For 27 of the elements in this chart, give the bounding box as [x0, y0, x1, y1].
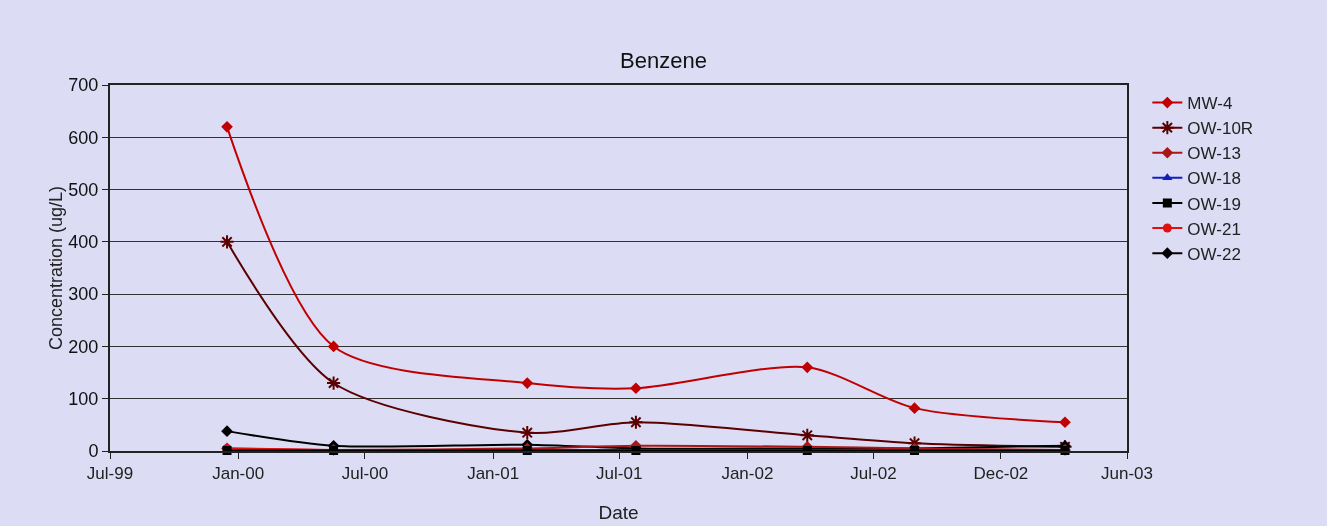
y-tick-label: 600: [68, 127, 99, 148]
x-tick-label: Jan-00: [212, 464, 265, 484]
y-axis-title: Concentration (ug/L): [46, 185, 67, 351]
y-tick-label: 0: [88, 441, 99, 462]
legend-label: OW-19: [1187, 194, 1241, 214]
legend-label: OW-13: [1187, 144, 1241, 164]
chart-title: Benzene: [620, 48, 707, 73]
y-tick-label: 200: [68, 336, 99, 357]
legend-label: OW-21: [1187, 219, 1241, 239]
x-tick-label: Jul-00: [341, 464, 389, 484]
y-tick-label: 100: [68, 389, 99, 410]
y-tick-label: 700: [68, 75, 99, 96]
legend-label: MW-4: [1187, 94, 1233, 114]
y-tick-label: 300: [68, 284, 99, 305]
x-tick-label: Jun-03: [1101, 464, 1153, 484]
legend-label: OW-18: [1187, 169, 1241, 189]
legend-label: OW-22: [1187, 244, 1241, 264]
x-tick-label: Jul-01: [596, 464, 643, 484]
legend-label: OW-10R: [1187, 119, 1254, 139]
x-tick-label: Jan-02: [721, 464, 774, 484]
y-tick-label: 400: [68, 232, 99, 253]
x-tick-label: Jul-02: [850, 464, 897, 484]
x-tick-label: Jul-99: [86, 464, 134, 484]
x-axis-title: Date: [598, 502, 639, 523]
x-tick-label: Dec-02: [973, 464, 1029, 484]
y-tick-label: 500: [68, 179, 99, 200]
x-tick-label: Jan-01: [467, 464, 520, 484]
